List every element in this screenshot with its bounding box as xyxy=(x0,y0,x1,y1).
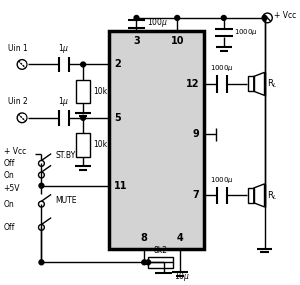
Text: 10k: 10k xyxy=(93,87,107,96)
Circle shape xyxy=(81,62,85,67)
Text: On: On xyxy=(4,200,14,209)
Bar xyxy=(148,256,173,268)
Text: 8: 8 xyxy=(141,233,148,243)
Text: 10k: 10k xyxy=(93,141,107,149)
Text: Uin 1: Uin 1 xyxy=(8,44,28,53)
Bar xyxy=(248,188,254,203)
Text: 100$\mu$: 100$\mu$ xyxy=(147,16,168,29)
Circle shape xyxy=(39,260,44,265)
Circle shape xyxy=(39,183,44,188)
Text: 1000$\mu$: 1000$\mu$ xyxy=(210,63,234,73)
Text: 11: 11 xyxy=(114,181,128,191)
Text: +5V: +5V xyxy=(4,184,20,194)
Text: Off: Off xyxy=(4,223,15,232)
Text: 1$\mu$: 1$\mu$ xyxy=(58,95,69,108)
Text: 1000$\mu$: 1000$\mu$ xyxy=(210,175,234,185)
Circle shape xyxy=(221,15,226,20)
Circle shape xyxy=(175,15,180,20)
Text: 4: 4 xyxy=(177,233,184,243)
Text: $\oslash$: $\oslash$ xyxy=(17,112,27,123)
Text: + Vcc: + Vcc xyxy=(274,11,296,19)
Bar xyxy=(76,80,90,103)
Text: R$_L$: R$_L$ xyxy=(267,189,278,202)
Text: 8k2: 8k2 xyxy=(154,246,168,255)
Text: 5: 5 xyxy=(114,113,121,123)
Text: 10: 10 xyxy=(170,36,184,46)
Text: + Vcc: + Vcc xyxy=(4,147,26,156)
Circle shape xyxy=(142,260,147,265)
Text: 7: 7 xyxy=(193,190,200,200)
Circle shape xyxy=(134,15,139,20)
Text: 10$\mu$: 10$\mu$ xyxy=(174,270,190,283)
Circle shape xyxy=(81,115,85,120)
Bar xyxy=(76,133,90,157)
Circle shape xyxy=(146,260,151,265)
Text: Off: Off xyxy=(4,159,15,168)
Text: 9: 9 xyxy=(193,129,200,139)
Bar xyxy=(248,76,254,91)
Text: ST.BY: ST.BY xyxy=(55,151,75,160)
Text: 12: 12 xyxy=(186,79,200,89)
Text: R$_L$: R$_L$ xyxy=(267,78,278,90)
Circle shape xyxy=(262,15,267,20)
Text: 1$\mu$: 1$\mu$ xyxy=(58,42,69,55)
Bar xyxy=(109,30,204,249)
Text: 3: 3 xyxy=(133,36,140,46)
Text: MUTE: MUTE xyxy=(55,196,76,205)
Text: On: On xyxy=(4,170,14,180)
Text: Uin 2: Uin 2 xyxy=(8,97,28,106)
Text: 2: 2 xyxy=(114,60,121,70)
Text: $\oslash$: $\oslash$ xyxy=(17,59,27,70)
Text: 1000$\mu$: 1000$\mu$ xyxy=(234,27,258,37)
